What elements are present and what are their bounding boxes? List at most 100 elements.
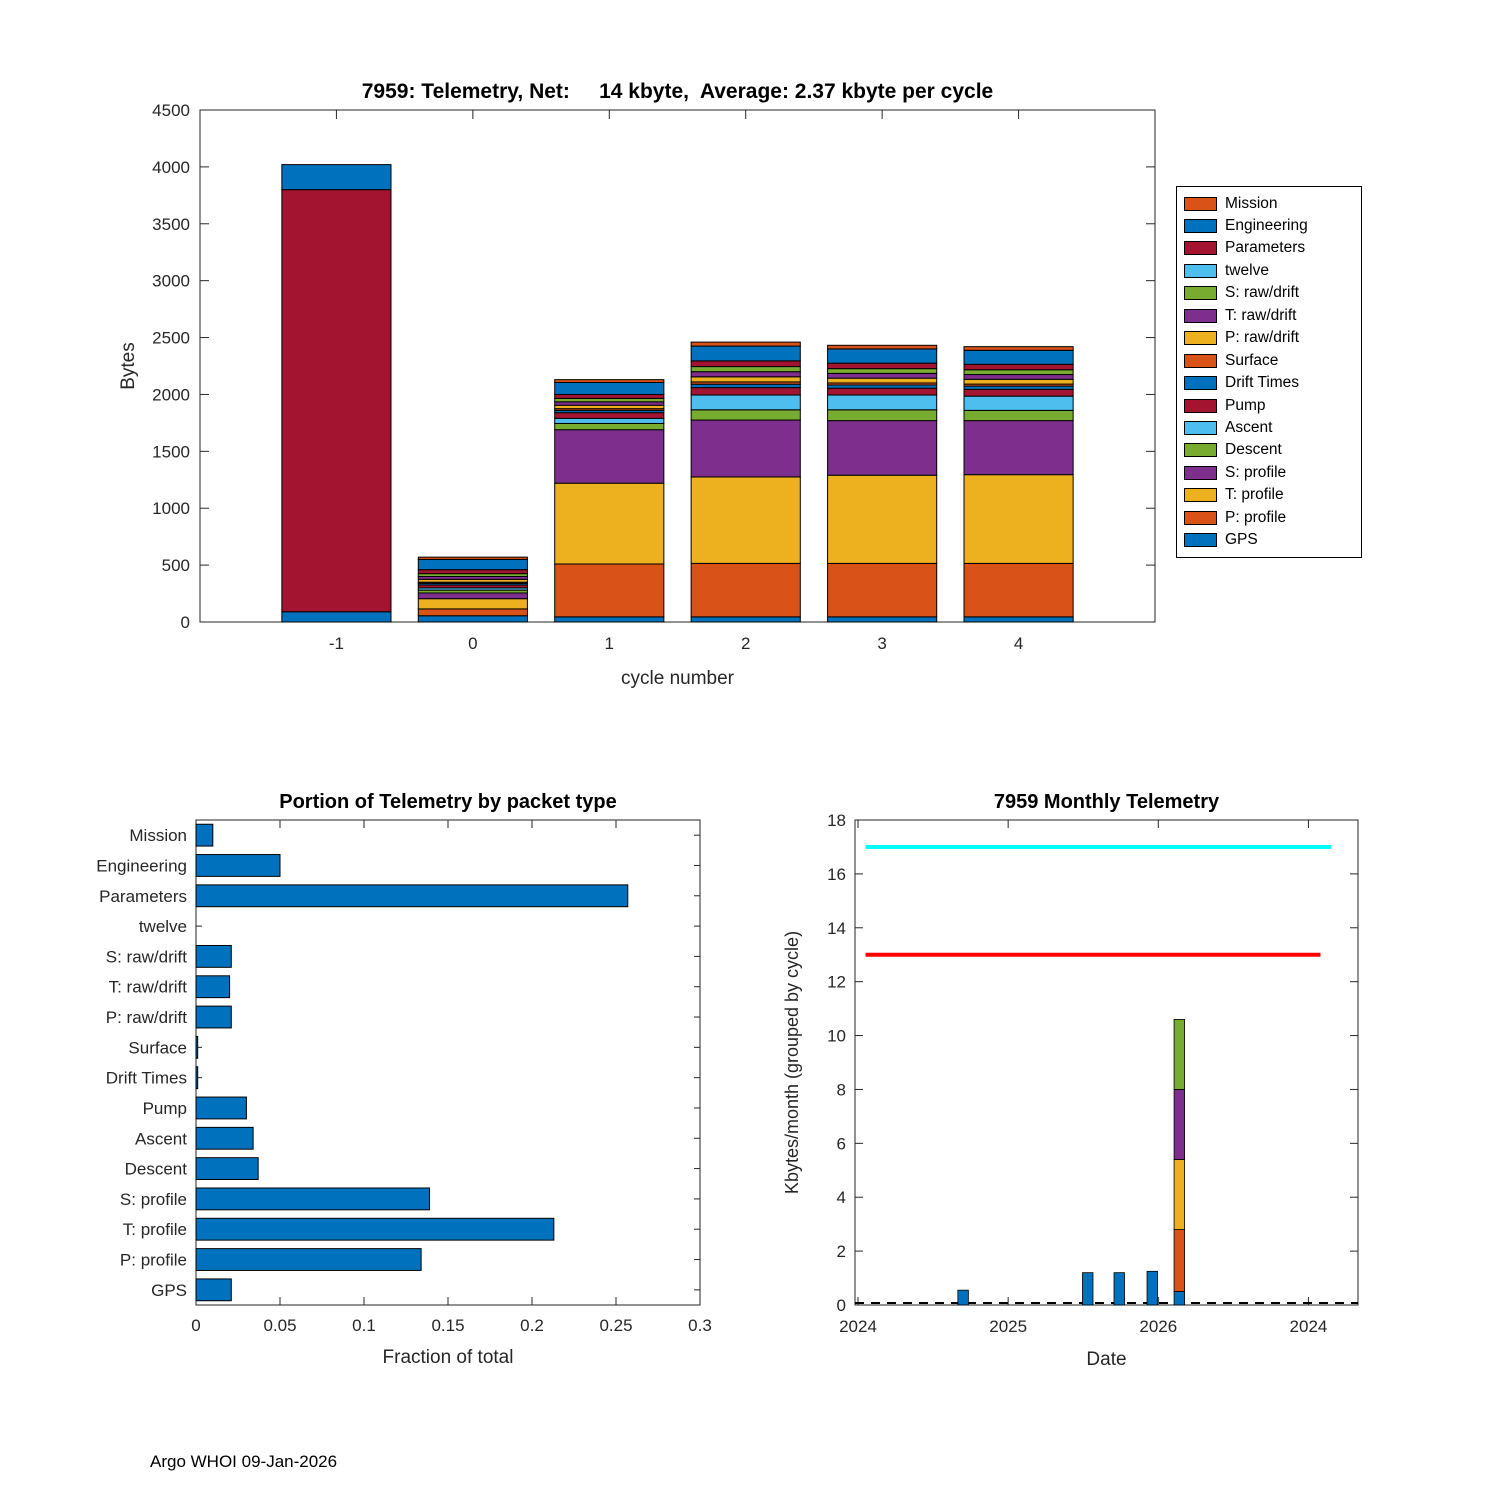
bar-segment bbox=[827, 344, 938, 350]
legend-label: Mission bbox=[1225, 194, 1278, 212]
bar-segment bbox=[1173, 1291, 1185, 1306]
fraction-bars bbox=[195, 823, 629, 1302]
y-tick-label: 4500 bbox=[152, 101, 190, 120]
legend-item: T: raw/drift bbox=[1184, 305, 1357, 326]
bar-segment bbox=[1173, 1089, 1185, 1160]
bar bbox=[195, 854, 281, 877]
bar-segment bbox=[690, 341, 801, 347]
x-tick-label: 3 bbox=[877, 634, 886, 653]
y-category-label: Parameters bbox=[99, 887, 187, 906]
bar-segment bbox=[690, 476, 801, 564]
x-tick-label: 1 bbox=[605, 634, 614, 653]
bar bbox=[195, 1035, 199, 1059]
legend-item: Descent bbox=[1184, 440, 1357, 461]
legend-label: T: raw/drift bbox=[1225, 306, 1297, 324]
bar-segment bbox=[1173, 1159, 1185, 1230]
x-tick-label: 0.2 bbox=[520, 1316, 544, 1335]
axes: 0 0.05 0.1 0.15 0.2 0.25 0.3 Mission Engineering… bbox=[96, 820, 712, 1335]
legend-item: S: raw/drift bbox=[1184, 283, 1357, 304]
bar bbox=[195, 1217, 555, 1241]
legend-item: Mission bbox=[1184, 193, 1357, 214]
bar bbox=[195, 1066, 199, 1090]
y-category-label: S: profile bbox=[120, 1190, 187, 1209]
bar-segment bbox=[957, 1289, 969, 1306]
legend-item: S: profile bbox=[1184, 462, 1357, 483]
x-tick-label: 0.05 bbox=[263, 1316, 296, 1335]
y-category-label: T: profile bbox=[123, 1220, 187, 1239]
legend-label: P: raw/drift bbox=[1225, 329, 1300, 347]
bar-segment bbox=[1173, 1229, 1185, 1292]
bar-segment bbox=[963, 395, 1074, 411]
bar-segment bbox=[963, 409, 1074, 422]
bar-segment bbox=[963, 616, 1074, 623]
bar-segment bbox=[827, 348, 938, 364]
bar-segment bbox=[827, 409, 938, 422]
legend-label: Parameters bbox=[1225, 239, 1306, 257]
legend-label: Descent bbox=[1225, 441, 1282, 459]
x-axis-label: Fraction of total bbox=[383, 1347, 514, 1368]
bar bbox=[195, 1248, 422, 1271]
x-tick-label: 0.3 bbox=[688, 1316, 712, 1335]
y-category-label: Engineering bbox=[96, 856, 187, 875]
bar-segment bbox=[554, 381, 665, 395]
packet-fraction-chart: 0 0.05 0.1 0.15 0.2 0.25 0.3 Mission Engineering… bbox=[96, 791, 712, 1368]
bar-segment bbox=[827, 377, 938, 384]
bar-segment bbox=[1173, 1018, 1185, 1090]
bar-segment bbox=[281, 164, 392, 191]
bar-segment bbox=[963, 378, 1074, 385]
y-category-label: Surface bbox=[128, 1038, 187, 1057]
bar-segment bbox=[1113, 1272, 1125, 1306]
bar bbox=[195, 1157, 259, 1181]
bar-segment bbox=[417, 569, 528, 575]
bar-segment bbox=[1146, 1270, 1158, 1306]
legend-label: GPS bbox=[1225, 531, 1258, 549]
bar-segment bbox=[827, 420, 938, 476]
legend-swatch bbox=[1184, 218, 1217, 233]
x-tick-label: 2024 bbox=[839, 1317, 877, 1336]
y-tick-label: 16 bbox=[827, 865, 846, 884]
legend-swatch bbox=[1184, 331, 1217, 346]
bar-segment bbox=[417, 558, 528, 571]
bar-segment bbox=[690, 371, 801, 378]
bar bbox=[195, 944, 232, 968]
bar-segment bbox=[963, 374, 1074, 380]
bar-segment bbox=[417, 608, 528, 617]
legend-label: Drift Times bbox=[1225, 374, 1300, 392]
legend-swatch bbox=[1184, 421, 1217, 436]
footer-credit: Argo WHOI 09-Jan-2026 bbox=[150, 1452, 338, 1471]
bar-segment bbox=[554, 429, 665, 484]
bar-segment bbox=[554, 412, 665, 419]
bar-segment bbox=[827, 362, 938, 370]
x-tick-label: 0.25 bbox=[599, 1316, 632, 1335]
bar-segment bbox=[963, 369, 1074, 376]
bar-segment bbox=[827, 474, 938, 564]
bar-segment bbox=[281, 189, 392, 613]
bar bbox=[195, 1096, 247, 1120]
legend-item: Surface bbox=[1184, 350, 1357, 371]
legend-swatch bbox=[1184, 196, 1217, 211]
x-tick-label: -1 bbox=[329, 634, 344, 653]
y-category-label: P: profile bbox=[120, 1251, 187, 1270]
stacked-bars bbox=[281, 164, 1074, 623]
y-tick-label: 8 bbox=[837, 1080, 846, 1099]
x-tick-label: 2024 bbox=[1290, 1317, 1328, 1336]
y-tick-label: 6 bbox=[837, 1134, 846, 1153]
bar bbox=[195, 884, 629, 908]
bar-segment bbox=[827, 387, 938, 396]
bar-segment bbox=[963, 388, 1074, 397]
y-axis-label: Bytes bbox=[118, 342, 139, 390]
legend-label: S: raw/drift bbox=[1225, 284, 1300, 302]
legend-swatch bbox=[1184, 376, 1217, 391]
bar-segment bbox=[963, 474, 1074, 564]
bar bbox=[195, 823, 214, 847]
legend-label: S: profile bbox=[1225, 463, 1287, 481]
bar-segment bbox=[963, 349, 1074, 365]
bar-segment bbox=[690, 360, 801, 368]
x-tick-label: 0 bbox=[468, 634, 477, 653]
legend-label: Pump bbox=[1225, 396, 1266, 414]
bar-segment bbox=[554, 417, 665, 424]
legend-label: T: profile bbox=[1225, 486, 1284, 504]
y-category-label: Drift Times bbox=[106, 1069, 187, 1088]
y-tick-label: 1000 bbox=[152, 499, 190, 518]
